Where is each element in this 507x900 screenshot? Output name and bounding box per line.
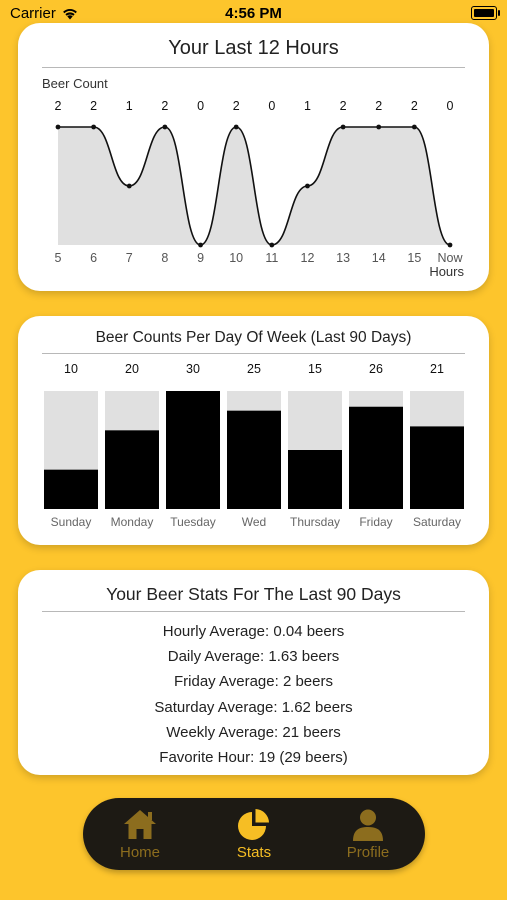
x-tick-label: 13 [336, 251, 350, 265]
data-point [233, 124, 239, 130]
data-point [340, 124, 346, 130]
data-label: 26 [369, 362, 383, 376]
data-label: 1 [126, 99, 133, 113]
status-time: 4:56 PM [225, 5, 282, 22]
pie-chart-icon [238, 809, 269, 840]
x-tick-label: Monday [111, 515, 154, 529]
stat-favorite-hour: Favorite Hour: 19 (29 beers) [159, 748, 348, 766]
data-point [447, 242, 453, 248]
x-tick-label: Saturday [413, 515, 461, 529]
day-of-week-title: Beer Counts Per Day Of Week (Last 90 Day… [95, 329, 412, 346]
beer-count-axis-label: Beer Count [42, 76, 108, 91]
bar [227, 410, 281, 509]
x-tick-label: 11 [265, 251, 278, 265]
tab-profile[interactable]: Profile [311, 798, 425, 870]
data-point [269, 242, 275, 248]
bar [349, 406, 403, 509]
tab-home-label: Home [119, 844, 160, 861]
bar [105, 430, 159, 509]
stat-hourly-average: Hourly Average: 0.04 beers [162, 623, 345, 640]
title-divider [42, 611, 465, 612]
beer-stats-title: Your Beer Stats For The Last 90 Days [106, 584, 401, 604]
stat-saturday-average: Saturday Average: 1.62 beers [154, 698, 353, 716]
data-label: 30 [186, 362, 200, 376]
stat-friday-average: Friday Average: 2 beers [174, 673, 333, 691]
x-tick-label: 12 [301, 251, 315, 265]
data-label: 2 [233, 99, 240, 113]
battery-icon [471, 6, 500, 20]
carrier-label: Carrier [10, 5, 56, 22]
x-tick-label: 14 [372, 251, 386, 265]
data-label: 2 [411, 99, 418, 113]
data-label: 10 [64, 362, 78, 376]
tab-home[interactable]: Home [83, 798, 197, 870]
x-tick-label: 8 [161, 251, 168, 265]
data-label: 0 [197, 99, 204, 113]
day-of-week-bar-chart: 10 Sunday 20 Monday 30 Tuesday 25 Wed 15 Thursday… [44, 362, 464, 529]
data-label: 0 [447, 99, 454, 113]
data-point [162, 124, 168, 130]
stat-daily-average: Daily Average: 1.63 beers [167, 648, 340, 666]
carrier-indicator: Carrier [10, 5, 79, 22]
beer-stats-card: Your Beer Stats For The Last 90 Days Hou… [18, 570, 489, 775]
data-point [198, 242, 203, 248]
home-icon [124, 810, 156, 839]
x-tick-label: 5 [55, 251, 62, 265]
data-label: 21 [430, 362, 444, 376]
data-label: 2 [340, 99, 347, 113]
bottom-tab-bar: Home Stats Profile [83, 798, 425, 870]
data-point [55, 124, 61, 130]
data-label: 1 [304, 99, 311, 113]
data-label: 25 [247, 362, 261, 376]
x-tick-label: 6 [90, 251, 97, 265]
stat-weekly-average: Weekly Average: 21 beers [166, 723, 341, 741]
x-tick-label: Thursday [290, 515, 340, 529]
title-divider [42, 67, 465, 68]
x-tick-label: 7 [126, 251, 133, 265]
tab-profile-label: Profile [346, 844, 390, 861]
hours-axis-label: Hours [429, 264, 464, 279]
x-tick-label: Wed [242, 515, 266, 529]
data-point [126, 183, 132, 189]
x-tick-label: 9 [197, 251, 204, 265]
title-divider [42, 353, 465, 354]
data-point [411, 124, 417, 130]
status-bar: Carrier 4:56 PM [0, 0, 507, 28]
data-point [376, 124, 382, 130]
x-tick-label: 15 [407, 251, 421, 265]
data-label: 20 [125, 362, 139, 376]
x-tick-label: Tuesday [170, 515, 216, 529]
bar [410, 426, 464, 509]
data-point [305, 183, 310, 189]
person-icon [353, 809, 383, 841]
day-of-week-card: Beer Counts Per Day Of Week (Last 90 Day… [18, 316, 489, 545]
bar [44, 469, 98, 509]
data-label: 0 [268, 99, 275, 113]
x-tick-label: 10 [229, 251, 243, 265]
tab-stats[interactable]: Stats [197, 798, 311, 870]
tab-stats-label: Stats [236, 844, 272, 861]
last-12-hours-card: Your Last 12 Hours Beer Count 2 5 2 6 1 7 2 8 0 9… [18, 23, 489, 291]
x-tick-label: Sunday [51, 515, 92, 529]
x-tick-label: Now [437, 251, 463, 265]
bar [288, 450, 342, 509]
data-label: 2 [161, 99, 168, 113]
data-point [91, 124, 97, 130]
stats-list: Hourly Average: 0.04 beers Daily Average… [18, 619, 489, 770]
data-label: 2 [55, 99, 62, 113]
x-tick-label: Friday [359, 515, 392, 529]
data-label: 2 [90, 99, 97, 113]
last-12-hours-title: Your Last 12 Hours [168, 37, 339, 59]
wifi-icon [62, 8, 77, 20]
data-label: 2 [375, 99, 382, 113]
data-label: 15 [308, 362, 322, 376]
bar [166, 391, 220, 509]
